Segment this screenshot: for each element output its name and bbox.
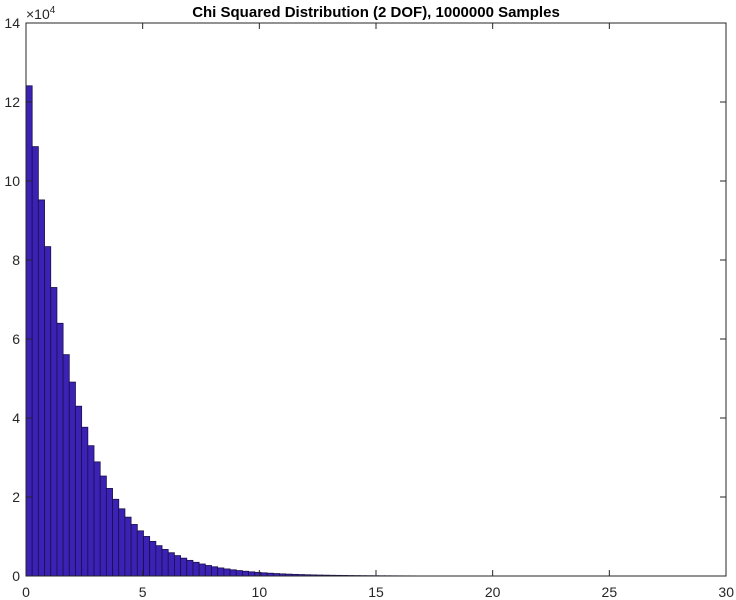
histogram-bar [180, 557, 188, 577]
y-axis-exponent: ×104 [26, 5, 56, 22]
histogram-bar [161, 549, 169, 577]
y-tick-label: 2 [12, 489, 20, 505]
y-tick-label: 14 [4, 15, 20, 31]
histogram-bar [118, 508, 126, 577]
y-tick-label: 4 [12, 410, 20, 426]
histogram-bar [223, 568, 231, 577]
histogram-bar [248, 571, 256, 577]
histogram-bar [124, 516, 132, 577]
histogram-bar [93, 461, 101, 577]
histogram-bar [192, 561, 200, 577]
y-tick-label: 8 [12, 252, 20, 268]
histogram-bar [130, 524, 138, 577]
histogram-bar [68, 381, 76, 577]
histogram-bar [62, 354, 70, 577]
histogram-bar [167, 552, 175, 577]
histogram-bar [136, 530, 144, 577]
chart-title: Chi Squared Distribution (2 DOF), 100000… [192, 4, 560, 21]
x-axis: 0 5 10 15 20 25 30 [22, 23, 734, 600]
y-tick-label: 12 [4, 94, 20, 110]
histogram-bar [99, 475, 107, 577]
histogram-bar [44, 246, 52, 577]
histogram-bar [81, 426, 89, 577]
histogram-bar [204, 565, 212, 577]
plot-area-frame [25, 22, 727, 577]
histogram-bar [112, 498, 120, 577]
y-tick-label: 6 [12, 331, 20, 347]
histogram-bar [173, 555, 181, 577]
histogram-bar [105, 488, 113, 577]
histogram-bar [50, 287, 58, 577]
y-tick-label: 10 [4, 173, 20, 189]
histogram-bar [37, 199, 45, 577]
histogram-bar [143, 536, 151, 577]
x-tick-label: 5 [139, 584, 147, 600]
histogram-bar [254, 571, 262, 577]
histogram-bar [229, 569, 237, 577]
histogram-bar [217, 567, 225, 577]
y-tick-label: 0 [12, 568, 20, 584]
histogram-bar [75, 405, 83, 577]
histogram-bar [25, 85, 33, 577]
x-tick-label: 15 [368, 584, 384, 600]
histogram-bar [242, 570, 249, 577]
histogram-bar [56, 322, 64, 577]
x-tick-label: 20 [485, 584, 501, 600]
x-tick-label: 10 [252, 584, 268, 600]
histogram-bar [87, 445, 95, 577]
histogram-bar [31, 146, 39, 577]
x-tick-label: 30 [718, 584, 734, 600]
histogram-bar [211, 566, 219, 577]
histogram-bar [186, 559, 194, 577]
histogram-bar [198, 563, 206, 577]
histogram-bar [235, 570, 243, 577]
histogram-bars [25, 85, 552, 577]
y-axis: 0 2 4 6 8 10 12 14 [4, 15, 726, 584]
x-tick-label: 0 [22, 584, 30, 600]
histogram-bar [155, 545, 163, 577]
x-tick-label: 25 [602, 584, 618, 600]
histogram-bar [149, 540, 157, 577]
